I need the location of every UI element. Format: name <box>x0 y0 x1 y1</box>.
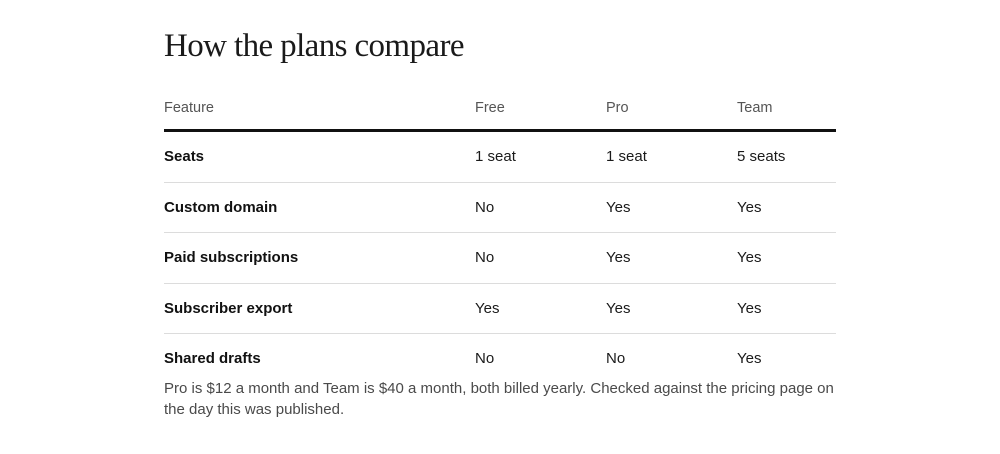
free-value: 1 seat <box>475 148 516 166</box>
pro-value: Yes <box>606 299 631 317</box>
feature-name: Seats <box>164 148 205 166</box>
table-header-row: Feature Free Pro Team <box>164 86 836 132</box>
table-row: Custom domain No Yes Yes <box>164 183 836 233</box>
header-feature: Feature <box>164 99 214 116</box>
header-pro: Pro <box>606 99 629 116</box>
feature-name: Subscriber export <box>164 299 293 317</box>
team-value: Yes <box>737 249 762 267</box>
pro-value: Yes <box>606 249 631 267</box>
feature-name: Shared drafts <box>164 350 261 368</box>
pricing-footnote: Pro is $12 a month and Team is $40 a mon… <box>164 380 834 418</box>
free-value: No <box>475 350 495 368</box>
comparison-table: Feature Free Pro Team Seats 1 seat 1 sea… <box>164 86 836 384</box>
header-free: Free <box>475 99 505 116</box>
free-value: Yes <box>475 299 500 317</box>
header-team: Team <box>737 99 773 116</box>
page-title: How the plans compare <box>164 28 464 64</box>
table-row: Seats 1 seat 1 seat 5 seats <box>164 132 836 183</box>
team-value: Yes <box>737 350 762 368</box>
team-value: Yes <box>737 299 762 317</box>
table-row: Paid subscriptions No Yes Yes <box>164 233 836 284</box>
feature-name: Custom domain <box>164 198 278 216</box>
table-row: Shared drafts No No Yes <box>164 334 836 384</box>
team-value: 5 seats <box>737 148 786 166</box>
team-value: Yes <box>737 198 762 216</box>
free-value: No <box>475 198 495 216</box>
feature-name: Paid subscriptions <box>164 249 299 267</box>
pro-value: 1 seat <box>606 148 647 166</box>
table-row: Subscriber export Yes Yes Yes <box>164 284 836 334</box>
pro-value: Yes <box>606 198 631 216</box>
free-value: No <box>475 249 495 267</box>
pro-value: No <box>606 350 626 368</box>
